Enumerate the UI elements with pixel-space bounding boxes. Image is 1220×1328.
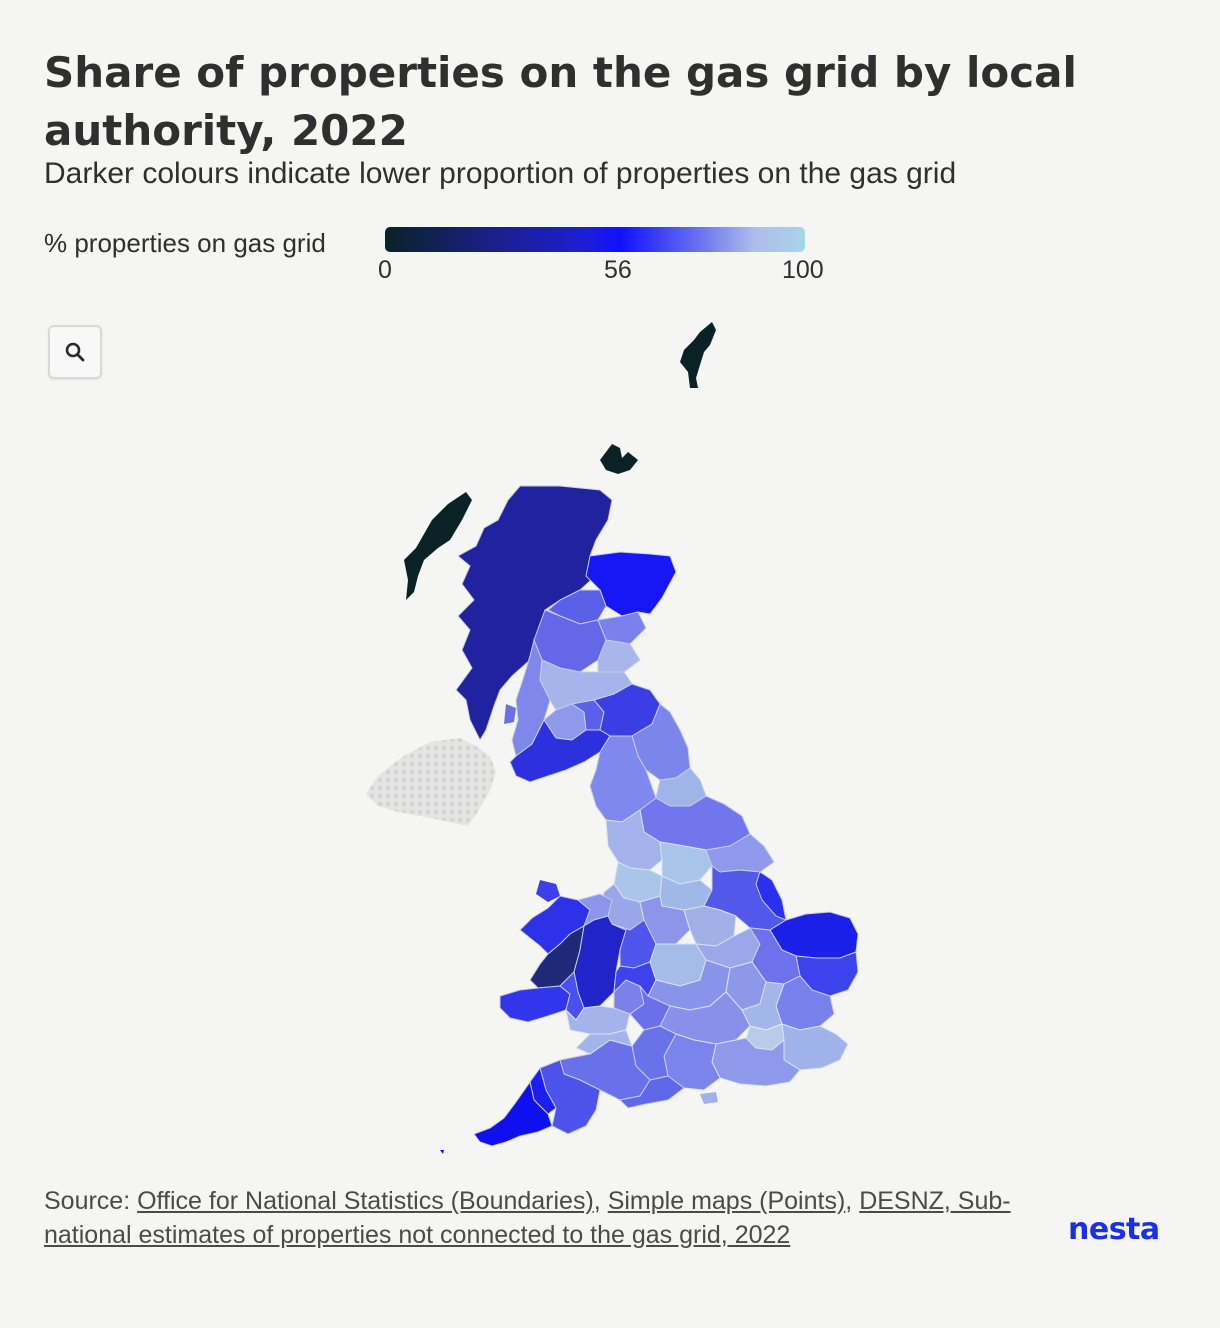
source-link-desnz[interactable]: DESNZ, Sub-national estimates of propert… [44,1187,1011,1249]
legend-tick-mid: 56 [604,256,632,284]
region-surrey-sussex[interactable] [711,1037,801,1087]
source-prefix: Source: [44,1187,138,1215]
source-note: Source: Office for National Statistics (… [44,1187,1011,1249]
region-scilly[interactable] [440,1150,444,1154]
legend-label: % properties on gas grid [44,228,326,258]
region-anglesey[interactable] [536,880,560,902]
region-dumfries-and-galloway[interactable] [509,719,611,783]
nesta-logo: nesta [1068,1212,1160,1247]
chart-title: Share of properties on the gas grid by l… [44,48,1077,155]
region-dorset[interactable] [618,1075,685,1109]
source-link-simplemaps[interactable]: Simple maps (Points) [607,1187,846,1215]
zoom-button[interactable] [48,325,102,379]
chart-subtitle: Darker colours indicate lower proportion… [44,157,957,190]
region-western-isles[interactable] [404,492,472,600]
region-shetland[interactable] [680,322,716,388]
uk-choropleth-map[interactable] [0,300,1220,1180]
region-angus[interactable] [597,611,647,645]
source-link-ons[interactable]: Office for National Statistics (Boundari… [137,1187,594,1215]
region-islay[interactable] [504,704,516,724]
legend-tick-min: 0 [378,256,392,284]
region-northern-ireland [366,738,496,826]
region-highland[interactable] [455,485,613,742]
region-bristol[interactable] [575,1029,633,1055]
region-pembrokeshire[interactable] [499,985,571,1023]
legend-color-scale [385,227,805,252]
region-west-midlands[interactable] [649,943,707,987]
region-fife[interactable] [597,639,641,673]
search-icon [65,342,85,362]
region-orkney[interactable] [600,444,638,474]
region-isle-of-wight[interactable] [700,1092,718,1104]
region-cornwall[interactable] [473,1080,553,1147]
legend-tick-max: 100 [782,256,824,284]
region-lincs-coast[interactable] [755,871,787,921]
region-kent[interactable] [781,1023,849,1071]
